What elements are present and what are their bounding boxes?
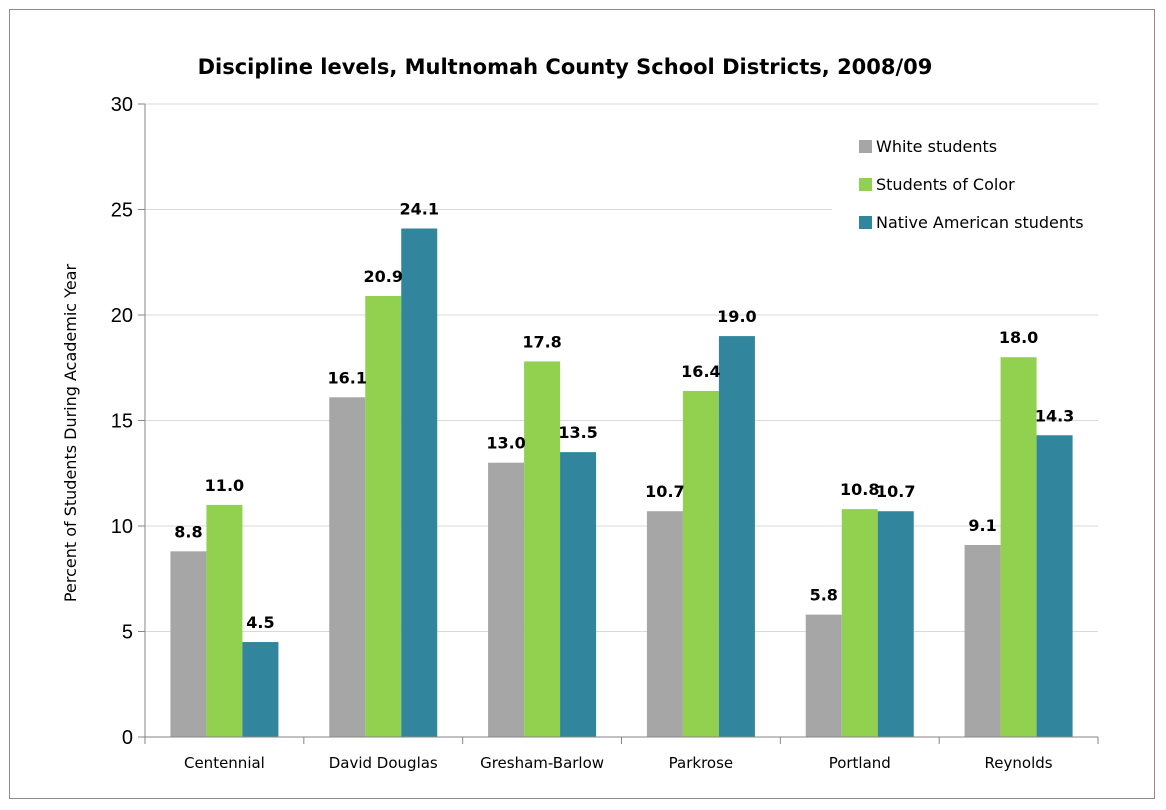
x-tick-label-reynolds: Reynolds xyxy=(985,754,1053,772)
bar-gresham-barlow-1 xyxy=(524,361,561,737)
x-tick-label-parkrose: Parkrose xyxy=(669,754,733,772)
data-label: 10.7 xyxy=(645,482,684,501)
y-tick-label-25: 25 xyxy=(111,200,133,222)
legend: White students Students of Color Native Am… xyxy=(832,122,1132,239)
x-tick-label-centennial: Centennial xyxy=(184,754,265,772)
y-tick-label-20: 20 xyxy=(111,305,133,327)
data-label: 9.1 xyxy=(968,516,996,535)
bar-reynolds-1 xyxy=(1000,357,1037,737)
chart-title: Discipline levels, Multnomah County Scho… xyxy=(198,55,933,79)
bar-parkrose-2 xyxy=(718,336,755,737)
y-axis-label: Percent of Students During Academic Year xyxy=(61,264,80,603)
data-label: 8.8 xyxy=(174,522,202,541)
x-tick-label-gresham-barlow: Gresham-Barlow xyxy=(480,754,604,772)
gridlines xyxy=(145,103,1098,632)
y-axis-ticks: 0 5 10 15 20 25 30 xyxy=(111,94,133,749)
bar-david-douglas-1 xyxy=(365,296,402,737)
bar-portland-0 xyxy=(805,614,842,737)
legend-label-2: Native American students xyxy=(876,213,1084,232)
bar-gresham-barlow-2 xyxy=(560,452,597,737)
bar-parkrose-1 xyxy=(682,390,719,737)
bar-portland-2 xyxy=(877,511,914,737)
data-labels: 8.8 11.0 4.5 16.1 20.9 24.1 13.0 17.8 13.5 10.7 16… xyxy=(174,199,1074,632)
data-label: 13.5 xyxy=(558,423,597,442)
y-tick-label-5: 5 xyxy=(122,622,133,644)
legend-label-1: Students of Color xyxy=(876,175,1015,194)
chart-frame: Discipline levels, Multnomah County Scho… xyxy=(9,9,1155,799)
bar-centennial-1 xyxy=(206,504,243,737)
data-label: 11.0 xyxy=(205,476,244,495)
bar-centennial-2 xyxy=(242,642,279,737)
data-label: 17.8 xyxy=(522,332,561,351)
legend-swatch-2 xyxy=(859,216,872,229)
data-label: 4.5 xyxy=(246,613,274,632)
y-tick-label-10: 10 xyxy=(111,516,133,538)
legend-background xyxy=(832,122,1132,239)
legend-swatch-1 xyxy=(859,178,872,191)
x-tick-label-david-douglas: David Douglas xyxy=(329,754,438,772)
y-tick-label-15: 15 xyxy=(111,411,133,433)
data-label: 10.8 xyxy=(840,480,879,499)
y-tick-label-0: 0 xyxy=(122,727,133,749)
axes xyxy=(138,103,1099,744)
data-label: 10.7 xyxy=(876,482,915,501)
bar-gresham-barlow-0 xyxy=(488,462,525,737)
bars xyxy=(170,228,1073,738)
bar-parkrose-0 xyxy=(646,511,683,737)
bar-centennial-0 xyxy=(170,551,207,737)
bar-reynolds-0 xyxy=(964,544,1001,737)
data-label: 13.0 xyxy=(486,434,525,453)
x-axis-ticks: Centennial David Douglas Gresham-Barlow Par… xyxy=(184,754,1053,772)
data-label: 14.3 xyxy=(1035,406,1074,425)
data-label: 5.8 xyxy=(810,586,838,605)
data-label: 18.0 xyxy=(999,328,1038,347)
data-label: 19.0 xyxy=(717,307,756,326)
bar-david-douglas-2 xyxy=(401,228,438,738)
bar-reynolds-2 xyxy=(1036,435,1073,737)
x-tick-label-portland: Portland xyxy=(829,754,891,772)
data-label: 20.9 xyxy=(364,267,403,286)
legend-swatch-0 xyxy=(859,140,872,153)
y-tick-label-30: 30 xyxy=(111,94,133,116)
data-label: 16.1 xyxy=(328,368,367,387)
legend-label-0: White students xyxy=(876,137,997,156)
data-label: 24.1 xyxy=(400,199,439,218)
data-label: 16.4 xyxy=(681,362,720,381)
bar-chart: Discipline levels, Multnomah County Scho… xyxy=(61,55,1132,772)
bar-david-douglas-0 xyxy=(329,397,366,737)
bar-portland-1 xyxy=(841,509,878,737)
